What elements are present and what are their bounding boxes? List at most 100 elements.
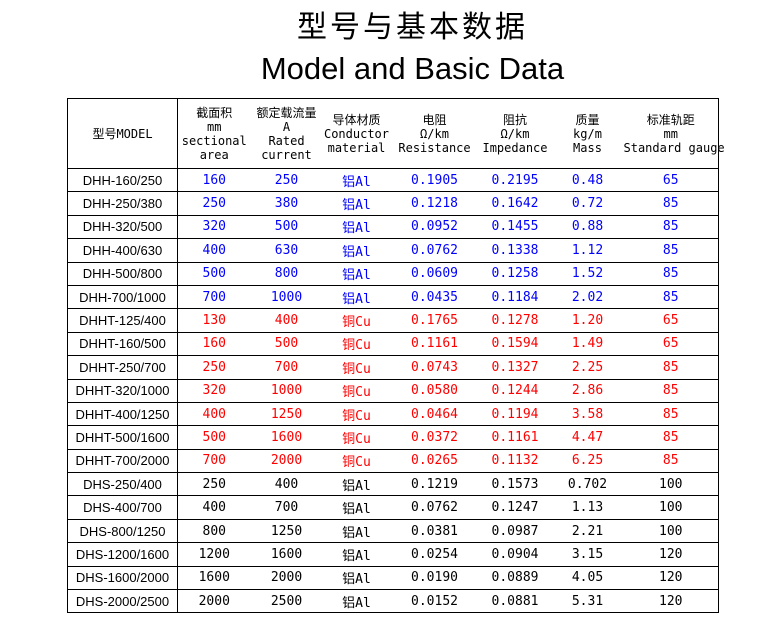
data-cell: 320 [177,379,251,403]
data-cell: 250 [250,168,323,193]
data-cell: 2500 [250,589,323,614]
data-cell: 0.1132 [478,449,552,474]
data-cell: 0.1905 [390,168,479,193]
column-header-mass: 质量 kg/m Mass [551,98,624,169]
data-cell: 120 [623,566,719,591]
data-cell: 0.1184 [478,285,552,310]
data-cell: 400 [177,402,251,427]
data-cell: 1250 [250,402,323,427]
model-cell: DHH-250/380 [67,191,178,216]
data-cell: 160 [177,332,251,357]
data-cell: 0.1219 [390,472,479,497]
table-row: DHH-500/800 500 800 铝Al 0.0609 0.1258 1.52 85 [67,262,719,286]
model-cell: DHS-1600/2000 [67,566,178,591]
data-cell: 0.2195 [478,168,552,193]
data-cell: 500 [177,425,251,450]
data-cell: 100 [623,519,719,544]
table-row: DHH-160/250 160 250 铝Al 0.1905 0.2195 0.48 65 [67,168,719,193]
data-cell: 630 [250,238,323,263]
data-cell: 500 [250,332,323,357]
data-cell: 铜Cu [322,308,391,333]
model-cell: DHS-2000/2500 [67,589,178,614]
table-row: DHHT-125/400 130 400 铜Cu 0.1765 0.1278 1.20 65 [67,308,719,333]
column-header-sectional-area: 截面积 mm sectional area [177,98,251,169]
column-header-standard-gauge: 标准轨距 mm Standard gauge [623,98,725,169]
data-cell: 0.1327 [478,355,552,380]
data-cell: 400 [250,472,323,497]
data-cell: 120 [623,589,719,614]
data-cell: 0.0435 [390,285,479,310]
table-row: DHS-800/1250 800 1250 铝Al 0.0381 0.0987 2.21 10… [67,519,719,544]
data-cell: 85 [623,402,719,427]
model-cell: DHH-500/800 [67,262,178,286]
column-header-impedance: 阻抗 Ω/km Impedance [478,98,552,169]
data-cell: 85 [623,425,719,450]
data-cell: 2.86 [551,379,624,403]
data-cell: 铝Al [322,191,391,216]
data-cell: 250 [177,472,251,497]
data-cell: 1.20 [551,308,624,333]
data-cell: 85 [623,238,719,263]
data-cell: 0.1161 [390,332,479,357]
data-cell: 500 [250,215,323,240]
data-cell: 2.21 [551,519,624,544]
data-cell: 85 [623,379,719,403]
data-cell: 3.15 [551,542,624,567]
table-row: DHHT-160/500 160 500 铜Cu 0.1161 0.1594 1.49 65 [67,332,719,357]
data-cell: 0.0904 [478,542,552,567]
data-cell: 0.0952 [390,215,479,240]
data-cell: 700 [177,449,251,474]
data-cell: 0.0372 [390,425,479,450]
data-cell: 0.1573 [478,472,552,497]
data-cell: 1.13 [551,495,624,520]
column-header-model: 型号MODEL [67,98,178,169]
data-cell: 0.0464 [390,402,479,427]
data-cell: 0.1161 [478,425,552,450]
data-cell: 1.52 [551,262,624,286]
data-cell: 250 [177,355,251,380]
data-cell: 0.702 [551,472,624,497]
data-cell: 0.0889 [478,566,552,591]
data-cell: 铜Cu [322,332,391,357]
data-cell: 1200 [177,542,251,567]
data-cell: 0.0881 [478,589,552,614]
data-cell: 铝Al [322,262,391,286]
table-row: DHS-1200/1600 1200 1600 铝Al 0.0254 0.0904 3.15… [67,542,719,567]
table-row: DHH-700/1000 700 1000 铝Al 0.0435 0.1184 2.02 85 [67,285,719,310]
data-cell: 4.05 [551,566,624,591]
data-cell: 2000 [250,449,323,474]
table-row: DHHT-250/700 250 700 铜Cu 0.0743 0.1327 2.25 85 [67,355,719,380]
data-cell: 65 [623,168,719,193]
data-cell: 1000 [250,285,323,310]
data-cell: 0.0987 [478,519,552,544]
data-cell: 铝Al [322,519,391,544]
data-cell: 700 [177,285,251,310]
data-cell: 6.25 [551,449,624,474]
data-cell: 0.1765 [390,308,479,333]
model-cell: DHS-400/700 [67,495,178,520]
header-row: 型号MODEL 截面积 mm sectional area 额定载流量 A Rated curr… [67,98,725,169]
model-cell: DHHT-500/1600 [67,425,178,450]
data-cell: 3.58 [551,402,624,427]
table-row: DHHT-400/1250 400 1250 铜Cu 0.0464 0.1194 3.58 8… [67,402,719,427]
data-cell: 0.0580 [390,379,479,403]
data-cell: 120 [623,542,719,567]
data-cell: 铝Al [322,168,391,193]
model-cell: DHS-1200/1600 [67,542,178,567]
data-cell: 400 [250,308,323,333]
data-cell: 1600 [250,542,323,567]
data-cell: 2.25 [551,355,624,380]
table-row: DHS-250/400 250 400 铝Al 0.1219 0.1573 0.702 100 [67,472,719,497]
data-cell: 400 [177,238,251,263]
column-header-rated-current: 额定载流量 A Rated current [250,98,323,169]
data-cell: 2000 [177,589,251,614]
data-cell: 800 [250,262,323,286]
data-cell: 2000 [250,566,323,591]
data-cell: 1000 [250,379,323,403]
model-cell: DHS-250/400 [67,472,178,497]
data-cell: 5.31 [551,589,624,614]
data-cell: 400 [177,495,251,520]
data-cell: 铝Al [322,589,391,614]
data-cell: 0.1594 [478,332,552,357]
